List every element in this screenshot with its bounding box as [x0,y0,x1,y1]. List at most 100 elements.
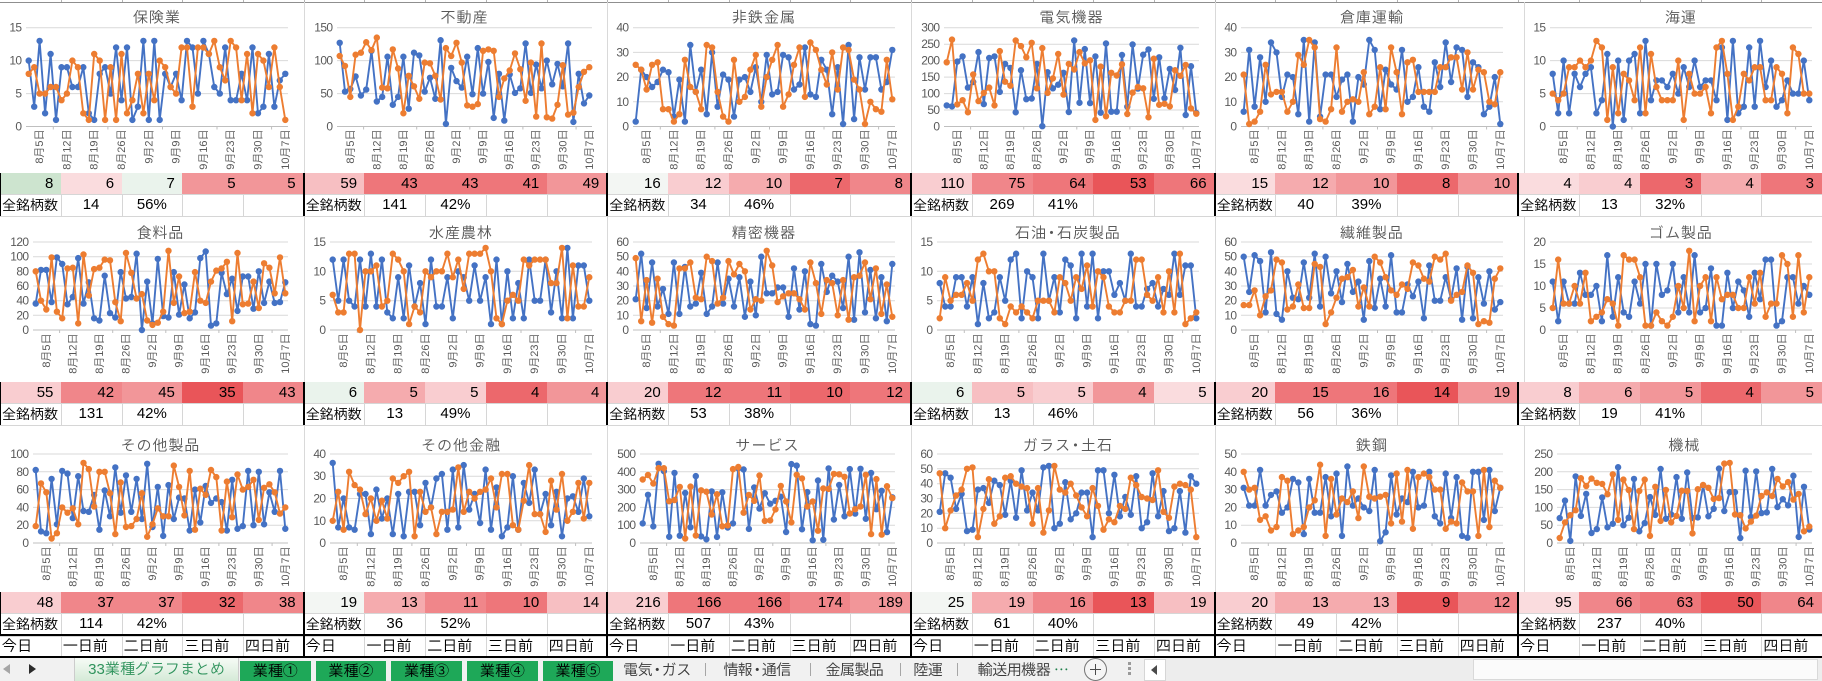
svg-text:繊維製品: 繊維製品 [1340,222,1404,243]
svg-text:20: 20 [1224,292,1237,309]
svg-text:50: 50 [1224,248,1237,265]
svg-text:60: 60 [16,481,29,498]
svg-text:5: 5 [15,85,22,102]
svg-text:8月19日: 8月19日 [1300,129,1316,169]
svg-text:ガラス・土石: ガラス・土石 [1023,435,1113,456]
svg-text:9月23日: 9月23日 [1746,333,1762,373]
svg-text:300: 300 [921,19,940,36]
svg-text:0: 0 [319,321,326,338]
svg-text:9月9日: 9月9日 [1079,546,1095,580]
svg-text:鉄鋼: 鉄鋼 [1356,435,1388,456]
svg-text:9月9日: 9月9日 [775,129,791,163]
svg-text:40: 40 [16,292,29,309]
svg-text:5: 5 [926,292,933,309]
svg-text:15: 15 [1533,19,1546,36]
svg-text:8月5日: 8月5日 [1555,129,1571,163]
svg-text:250: 250 [921,35,940,52]
svg-text:8月5日: 8月5日 [335,546,351,580]
svg-text:10: 10 [9,52,22,69]
svg-text:8月12日: 8月12日 [666,333,682,373]
svg-text:8月5日: 8月5日 [942,333,958,367]
svg-text:機械: 機械 [1668,435,1700,456]
svg-text:8月26日: 8月26日 [720,129,736,169]
svg-text:9月23日: 9月23日 [829,333,845,373]
svg-text:8月19日: 8月19日 [997,546,1013,586]
svg-text:9月23日: 9月23日 [1437,546,1453,586]
svg-text:8月26日: 8月26日 [720,333,736,373]
svg-text:8月26日: 8月26日 [1024,333,1040,373]
svg-text:9月30日: 9月30日 [1464,333,1480,373]
svg-text:10月7日: 10月7日 [580,129,596,169]
svg-text:250: 250 [1534,445,1553,462]
svg-text:9月30日: 9月30日 [858,546,874,586]
svg-text:ゴム製品: ゴム製品 [1649,222,1713,243]
svg-text:10月7日: 10月7日 [1801,333,1817,373]
svg-text:9月23日: 9月23日 [224,546,240,586]
svg-text:0: 0 [926,534,933,551]
svg-text:50: 50 [320,85,333,102]
svg-text:200: 200 [618,498,637,515]
svg-text:100: 100 [618,516,637,533]
svg-text:5: 5 [1539,299,1546,316]
svg-text:8月12日: 8月12日 [969,333,985,373]
svg-text:8月5日: 8月5日 [335,333,351,367]
svg-text:9月23日: 9月23日 [1135,129,1151,169]
svg-text:10月7日: 10月7日 [1491,129,1507,169]
svg-text:8月19日: 8月19日 [1002,129,1018,169]
svg-text:30: 30 [313,467,326,484]
svg-text:40: 40 [1224,19,1237,36]
svg-text:10月7日: 10月7日 [884,333,900,373]
svg-text:8月12日: 8月12日 [1273,129,1289,169]
svg-text:8月26日: 8月26日 [417,333,433,373]
svg-text:9月9日: 9月9日 [171,546,187,580]
svg-text:9月23日: 9月23日 [224,333,240,373]
svg-text:8月26日: 8月26日 [1028,129,1044,169]
svg-text:0: 0 [1539,321,1546,338]
svg-text:80: 80 [16,463,29,480]
svg-text:40: 40 [920,475,933,492]
svg-text:8月19日: 8月19日 [1300,546,1316,586]
svg-text:水産農林: 水産農林 [429,222,493,243]
svg-text:8月19日: 8月19日 [693,333,709,373]
svg-text:20: 20 [1224,498,1237,515]
svg-text:30: 30 [1224,277,1237,294]
svg-text:8月12日: 8月12日 [1582,129,1598,169]
svg-text:9月16日: 9月16日 [1410,546,1426,586]
svg-text:10: 10 [920,262,933,279]
svg-text:100: 100 [314,52,333,69]
svg-text:8月12日: 8月12日 [362,546,378,586]
svg-text:9月30日: 9月30日 [1161,129,1177,169]
svg-text:9月16日: 9月16日 [1719,129,1735,169]
svg-text:40: 40 [313,445,326,462]
svg-text:8月19日: 8月19日 [698,546,714,586]
svg-text:8月19日: 8月19日 [86,129,102,169]
svg-text:500: 500 [618,445,637,462]
svg-text:200: 200 [921,52,940,69]
svg-text:10: 10 [313,262,326,279]
svg-text:8月5日: 8月5日 [1246,333,1262,367]
svg-text:9月30日: 9月30日 [1464,129,1480,169]
svg-text:30: 30 [617,277,630,294]
svg-text:9月23日: 9月23日 [222,129,238,169]
svg-text:9月30日: 9月30日 [1160,333,1176,373]
svg-text:0: 0 [22,534,29,551]
svg-text:9月30日: 9月30日 [857,129,873,169]
svg-text:9月2日: 9月2日 [1355,129,1371,163]
svg-text:8月5日: 8月5日 [1555,333,1571,367]
svg-text:0: 0 [1546,534,1553,551]
svg-text:0: 0 [1230,117,1237,134]
svg-text:40: 40 [1224,262,1237,279]
svg-text:20: 20 [920,504,933,521]
svg-text:9月9日: 9月9日 [775,333,791,367]
svg-text:8月26日: 8月26日 [1328,333,1344,373]
svg-text:60: 60 [920,445,933,462]
svg-text:倉庫運輸: 倉庫運輸 [1340,7,1404,28]
svg-text:その他製品: その他製品 [121,435,201,456]
svg-text:20: 20 [16,306,29,323]
svg-text:10月7日: 10月7日 [884,546,900,586]
svg-text:120: 120 [10,233,29,250]
svg-text:8月5日: 8月5日 [1246,546,1262,580]
svg-text:10: 10 [1224,306,1237,323]
svg-text:8月5日: 8月5日 [341,129,357,163]
svg-text:0: 0 [319,534,326,551]
